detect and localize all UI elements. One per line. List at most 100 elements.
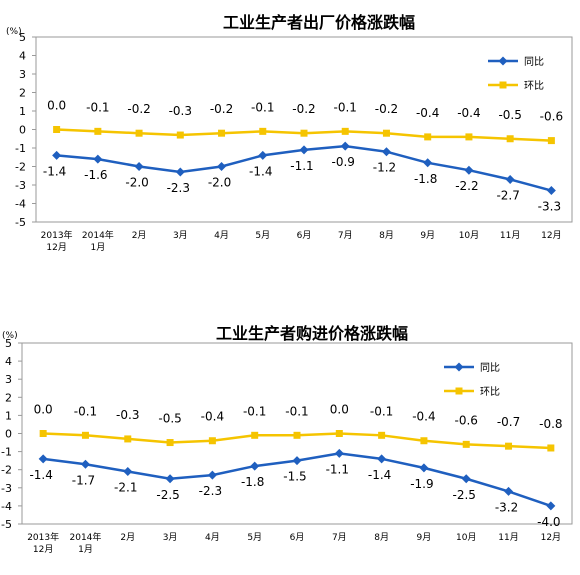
data-point-yoy (38, 454, 48, 464)
data-point-mom (81, 431, 89, 439)
data-point-mom (166, 439, 174, 447)
data-point-mom (505, 442, 513, 450)
data-label-yoy: -3.2 (495, 500, 518, 514)
data-label-yoy: -2.3 (167, 181, 190, 195)
x-tick-label: 2013年 (27, 531, 59, 543)
y-tick-label: 3 (19, 68, 26, 81)
legend-marker-mom (499, 81, 507, 89)
y-tick-label: -1 (15, 142, 26, 155)
data-point-yoy (250, 461, 260, 471)
y-tick-label: -5 (1, 518, 12, 531)
data-label-mom: -0.3 (116, 408, 139, 422)
y-tick-label: -3 (1, 482, 12, 495)
data-label-yoy: -1.9 (410, 477, 433, 491)
y-tick-label: 0 (5, 428, 12, 441)
x-tick-label: 4月 (205, 532, 220, 543)
x-tick-label: 7月 (338, 230, 353, 241)
data-label-mom: -0.2 (375, 102, 398, 116)
y-tick-label: 5 (5, 337, 12, 350)
chart-title: 工业生产者出厂价格涨跌幅 (223, 13, 415, 32)
data-label-mom: -0.1 (370, 404, 393, 418)
x-tick-label: 12月 (541, 230, 561, 241)
data-label-yoy: -1.4 (249, 164, 272, 178)
legend-marker-mom (455, 387, 463, 395)
data-label-yoy: -1.8 (414, 172, 437, 186)
data-label-mom: -0.4 (457, 106, 480, 120)
data-label-yoy: -2.0 (125, 176, 148, 190)
legend-label-yoy: 同比 (524, 56, 544, 68)
data-point-mom (124, 435, 132, 443)
legend-label-mom: 环比 (524, 80, 544, 92)
data-label-mom: -0.1 (86, 100, 109, 114)
data-label-mom: -0.5 (158, 412, 181, 426)
data-label-mom: -0.4 (416, 106, 439, 120)
y-axis-unit-label: (%) (2, 331, 18, 341)
data-point-mom (300, 129, 308, 137)
data-label-yoy: -1.4 (29, 468, 52, 482)
data-point-yoy (299, 145, 309, 155)
legend-label-mom: 环比 (480, 386, 500, 398)
legend-label-yoy: 同比 (480, 362, 500, 374)
x-tick-label: 6月 (290, 532, 305, 543)
data-label-mom: -0.1 (334, 100, 357, 114)
y-tick-label: 3 (5, 373, 12, 386)
data-label-yoy: -0.9 (332, 155, 355, 169)
data-label-yoy: -4.0 (537, 515, 560, 529)
x-tick-label: 1月 (78, 544, 93, 555)
data-point-mom (424, 133, 432, 141)
y-tick-label: 1 (5, 409, 12, 422)
x-tick-label: 6月 (297, 230, 312, 241)
x-tick-label: 8月 (374, 532, 389, 543)
data-label-yoy: -1.8 (241, 475, 264, 489)
data-point-yoy (175, 167, 185, 177)
x-tick-label: 12月 (541, 532, 561, 543)
y-tick-label: -2 (15, 161, 26, 174)
y-tick-label: -3 (15, 179, 26, 192)
x-tick-label: 9月 (420, 230, 435, 241)
data-point-yoy (381, 147, 391, 157)
x-tick-label: 8月 (379, 230, 394, 241)
data-label-yoy: -1.4 (368, 468, 391, 482)
x-tick-label: 10月 (459, 230, 479, 241)
x-tick-label: 7月 (332, 532, 347, 543)
chart-title: 工业生产者购进价格涨跌幅 (216, 324, 408, 343)
data-label-mom: -0.3 (169, 104, 192, 118)
x-tick-label: 3月 (173, 230, 188, 241)
y-tick-label: 5 (19, 31, 26, 44)
data-point-yoy (334, 448, 344, 458)
y-tick-label: -5 (15, 216, 26, 229)
data-label-mom: 0.0 (34, 403, 53, 417)
data-label-mom: -0.2 (292, 102, 315, 116)
data-point-mom (94, 127, 102, 135)
data-label-yoy: -1.7 (72, 473, 95, 487)
y-tick-label: 2 (19, 87, 26, 100)
x-tick-label: 2013年 (41, 229, 73, 241)
x-tick-label: 5月 (255, 230, 270, 241)
data-label-mom: -0.7 (497, 415, 520, 429)
data-point-mom (39, 430, 47, 437)
x-tick-label: 12月 (33, 544, 53, 555)
data-point-mom (506, 135, 514, 143)
y-tick-label: 4 (5, 355, 12, 368)
data-point-mom (335, 430, 343, 437)
chart-output-price: 工业生产者出厂价格涨跌幅 (%) 5 4 3 2 1 0 -1 -2 -3 -4 -5 2013年 12月 2… (6, 13, 573, 253)
data-point-mom (218, 129, 226, 137)
data-point-yoy (423, 158, 433, 168)
data-point-mom (420, 437, 428, 445)
data-point-mom (341, 127, 349, 135)
data-point-yoy (258, 150, 268, 160)
data-label-mom: 0.0 (330, 403, 349, 417)
x-tick-label: 12月 (46, 242, 66, 253)
data-label-mom: -0.2 (210, 102, 233, 116)
data-point-mom (208, 437, 216, 445)
chart-purchase-price-svg: 工业生产者购进价格涨跌幅(%)543210-1-2-3-4-52013年12月2… (1, 324, 573, 555)
y-tick-label: -2 (1, 464, 12, 477)
data-label-mom: -0.1 (285, 404, 308, 418)
data-label-mom: -0.4 (201, 410, 224, 424)
data-point-yoy (207, 470, 217, 480)
data-point-yoy (546, 501, 556, 511)
data-point-mom (547, 137, 555, 145)
x-tick-label: 2月 (132, 230, 147, 241)
data-label-yoy: -1.4 (43, 164, 66, 178)
data-point-yoy (505, 174, 515, 184)
